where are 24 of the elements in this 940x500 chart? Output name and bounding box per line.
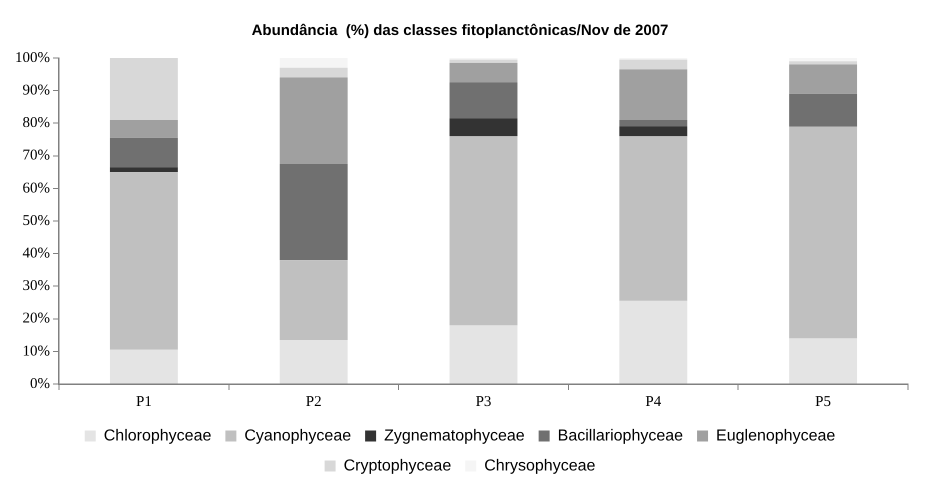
y-tick-label: 70% [22, 148, 50, 164]
y-tick-label: 20% [22, 310, 50, 327]
y-tick-label: 60% [22, 180, 50, 196]
x-tick-label: P1 [136, 394, 152, 410]
legend-label: Bacillariophyceae [558, 427, 684, 444]
legend-label: Cryptophyceae [344, 457, 452, 474]
legend-label: Euglenophyceae [716, 427, 836, 444]
chart-title: Abundância (%) das classes fitoplanctônicas/Nov de 2007 [252, 22, 668, 40]
x-tick-label: P3 [476, 394, 492, 410]
y-tick-label: 30% [22, 278, 50, 294]
y-tick-label: 90% [22, 82, 50, 99]
legend-label: Chlorophyceae [104, 427, 212, 444]
y-tick-label: 80% [22, 115, 50, 132]
x-tick-label: P2 [306, 394, 322, 410]
y-tick-label: 0% [30, 376, 50, 392]
legend-label: Zygnematophyceae [384, 427, 525, 444]
x-tick-label: P5 [815, 394, 832, 410]
x-tick-label: P4 [645, 394, 662, 410]
legend-label: Chrysophyceae [484, 457, 596, 474]
y-tick-label: 50% [22, 212, 50, 229]
y-tick-label: 10% [22, 343, 50, 360]
y-tick-label: 40% [22, 246, 50, 262]
y-tick-label: 100% [14, 50, 50, 66]
legend-label: Cyanophyceae [244, 427, 352, 444]
